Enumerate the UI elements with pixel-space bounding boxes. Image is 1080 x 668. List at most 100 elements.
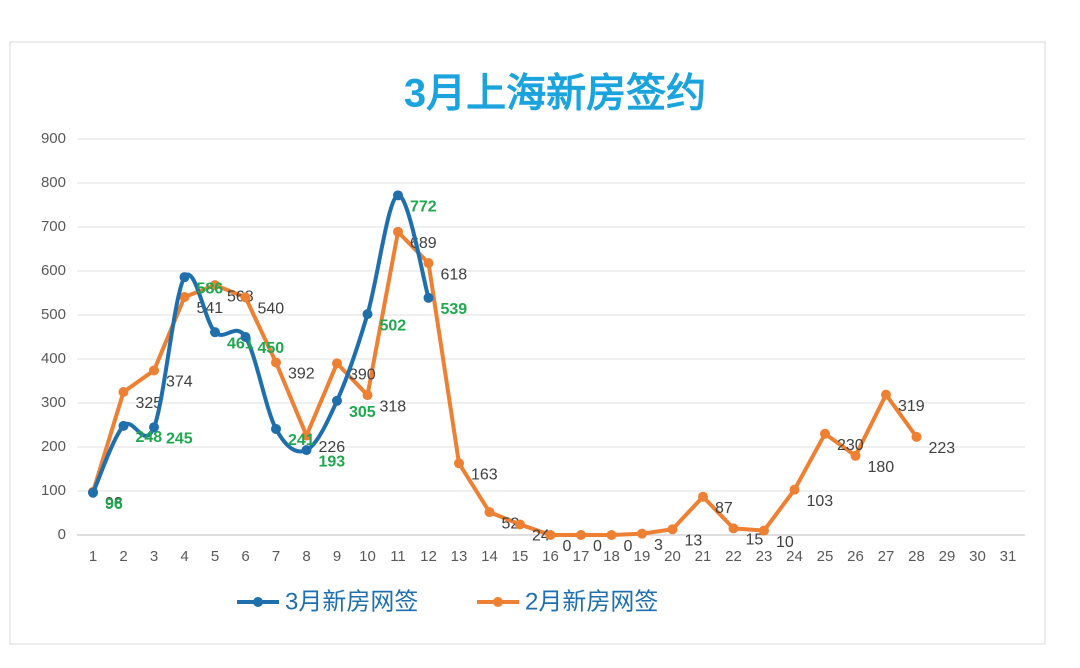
data-label: 245	[166, 430, 193, 447]
x-tick-label: 24	[786, 548, 803, 565]
data-label: 0	[624, 538, 633, 555]
x-tick-label: 7	[272, 548, 280, 565]
data-point	[789, 484, 800, 495]
data-label: 450	[258, 340, 285, 357]
x-tick-label: 23	[756, 548, 773, 565]
data-point	[271, 423, 281, 434]
y-tick-label: 600	[41, 262, 66, 279]
x-tick-label: 15	[512, 548, 529, 565]
data-label: 586	[197, 280, 224, 297]
data-point	[667, 524, 678, 535]
x-tick-label: 20	[664, 548, 681, 565]
data-point	[576, 530, 586, 540]
data-label: 10	[776, 534, 794, 551]
data-point	[301, 430, 312, 441]
data-label: 193	[319, 453, 346, 470]
data-point	[118, 387, 129, 397]
x-tick-label: 1	[89, 548, 97, 565]
data-label: 15	[746, 532, 764, 549]
data-point	[820, 428, 830, 439]
data-point	[484, 507, 495, 518]
data-label: 319	[898, 398, 925, 415]
data-label: 0	[563, 538, 572, 555]
x-tick-label: 28	[908, 548, 925, 565]
y-tick-label: 300	[41, 394, 66, 411]
x-tick-label: 12	[420, 548, 437, 565]
legend-marker	[253, 597, 263, 607]
data-label: 24	[532, 528, 550, 545]
x-tick-label: 21	[695, 548, 712, 565]
data-label: 502	[380, 317, 407, 334]
data-point	[606, 530, 617, 540]
data-label: 103	[807, 493, 834, 510]
x-tick-label: 8	[302, 548, 310, 565]
data-point	[881, 389, 891, 400]
data-point	[332, 395, 342, 406]
x-tick-label: 4	[180, 548, 188, 565]
x-tick-label: 16	[542, 548, 559, 565]
data-label: 223	[929, 440, 956, 457]
data-label: 13	[685, 532, 703, 549]
data-label: 52	[502, 515, 520, 532]
x-tick-label: 26	[847, 548, 864, 565]
x-tick-label: 9	[333, 548, 341, 565]
x-tick-label: 3	[150, 548, 158, 565]
data-point	[911, 431, 922, 442]
data-label: 163	[471, 466, 498, 483]
data-point	[362, 390, 373, 401]
legend-label: 2月新房网签	[525, 588, 658, 615]
x-tick-label: 22	[725, 548, 742, 565]
y-tick-label: 500	[41, 306, 66, 323]
x-tick-label: 31	[1000, 548, 1017, 565]
data-label: 98	[105, 495, 123, 512]
data-point	[149, 422, 159, 433]
data-label: 230	[837, 437, 864, 454]
x-tick-label: 19	[634, 548, 651, 565]
data-point	[271, 357, 281, 368]
data-point	[240, 332, 251, 342]
data-label: 180	[868, 459, 895, 476]
data-point	[301, 445, 312, 456]
x-tick-label: 11	[390, 548, 406, 565]
x-tick-label: 13	[451, 548, 468, 565]
data-point	[210, 280, 220, 291]
series-line	[91, 229, 919, 537]
x-tick-label: 17	[573, 548, 590, 565]
data-label: 392	[288, 366, 315, 383]
y-tick-label: 200	[41, 438, 66, 455]
data-point	[332, 358, 342, 369]
x-tick-label: 29	[939, 548, 956, 565]
data-point	[423, 258, 434, 269]
x-tick-label: 14	[481, 548, 498, 565]
data-point	[423, 292, 434, 303]
data-point	[728, 523, 739, 534]
data-point	[850, 450, 861, 461]
data-label: 96	[105, 496, 123, 513]
data-point	[240, 292, 251, 303]
data-point	[88, 487, 98, 498]
data-point	[545, 530, 556, 540]
y-tick-label: 800	[41, 174, 66, 191]
data-label: 390	[349, 367, 376, 384]
y-tick-label: 0	[58, 526, 66, 543]
y-tick-label: 100	[41, 482, 66, 499]
y-tick-label: 700	[41, 218, 66, 235]
x-tick-label: 10	[359, 548, 376, 565]
data-label: 305	[349, 404, 376, 421]
x-tick-label: 6	[241, 548, 249, 565]
legend-label: 3月新房网签	[285, 588, 418, 615]
data-point	[454, 458, 464, 469]
data-point	[149, 365, 159, 376]
data-label: 539	[441, 301, 468, 318]
data-point	[393, 226, 403, 237]
data-label: 540	[258, 301, 285, 318]
x-tick-label: 5	[211, 548, 219, 565]
data-label: 618	[441, 266, 468, 283]
data-point	[637, 528, 647, 539]
chart-frame	[9, 41, 1046, 645]
data-label: 226	[319, 439, 346, 456]
data-point	[179, 272, 190, 283]
x-tick-label: 18	[603, 548, 620, 565]
legend-marker	[493, 597, 503, 607]
